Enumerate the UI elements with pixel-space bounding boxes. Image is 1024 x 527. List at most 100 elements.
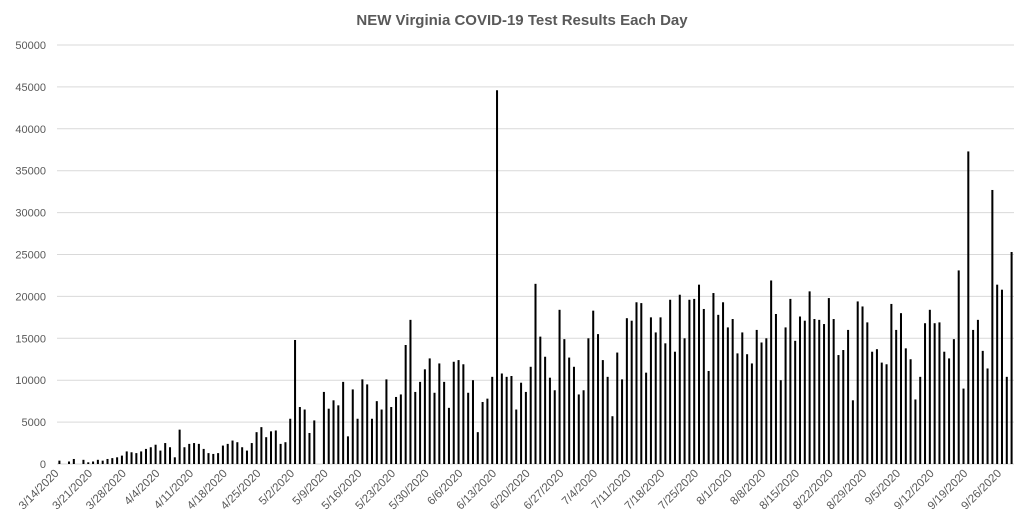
bar: [904, 348, 907, 464]
bar: [938, 322, 941, 464]
bar: [404, 345, 407, 464]
bar: [505, 376, 508, 464]
bar: [741, 332, 744, 464]
bar: [443, 381, 446, 464]
bar: [303, 409, 306, 464]
bar: [640, 303, 643, 464]
bar: [890, 303, 893, 464]
bar: [847, 329, 850, 464]
y-tick-label: 0: [40, 459, 46, 471]
bar: [491, 376, 494, 464]
bar: [673, 351, 676, 464]
bar: [471, 380, 474, 464]
bar: [284, 442, 287, 464]
bar: [948, 358, 951, 464]
bar: [851, 400, 854, 464]
bar: [592, 310, 595, 464]
y-tick-label: 45000: [15, 82, 46, 94]
bar: [260, 427, 263, 464]
bar: [726, 327, 729, 464]
bar: [385, 379, 388, 464]
bar: [630, 320, 633, 464]
bar: [395, 396, 398, 464]
bar: [68, 461, 71, 464]
bar: [991, 189, 994, 464]
y-tick-label: 30000: [15, 208, 46, 220]
bar: [524, 391, 527, 464]
bar: [423, 369, 426, 464]
bar: [96, 459, 99, 464]
bar: [308, 432, 311, 464]
bar: [856, 301, 859, 464]
bar: [496, 90, 499, 464]
bar: [221, 445, 224, 464]
bar: [298, 407, 301, 464]
bar: [842, 350, 845, 464]
y-tick-label: 10000: [15, 375, 46, 387]
y-tick-label: 5000: [22, 417, 46, 429]
bar: [101, 460, 104, 464]
bar: [515, 409, 518, 464]
bar: [534, 283, 537, 464]
bar: [438, 363, 441, 464]
bar: [279, 443, 282, 464]
bar: [885, 364, 888, 464]
bar: [789, 298, 792, 464]
bar: [914, 399, 917, 464]
bar: [322, 391, 325, 464]
bar: [765, 338, 768, 464]
bar: [755, 329, 758, 464]
bar: [82, 459, 85, 464]
bar: [226, 443, 229, 464]
bar: [649, 317, 652, 464]
bar: [462, 364, 465, 464]
bar: [688, 299, 691, 464]
bar: [452, 361, 455, 464]
bar: [616, 352, 619, 464]
bar: [919, 376, 922, 464]
bar: [356, 418, 359, 464]
bar: [654, 332, 657, 464]
bar: [447, 407, 450, 464]
bar: [645, 372, 648, 464]
bar: [327, 408, 330, 464]
bar: [476, 432, 479, 464]
bar: [924, 323, 927, 464]
y-axis-tick-labels: 0 5000 10000 15000 20000 25000 30000 35000 40000…: [15, 40, 46, 471]
bar: [957, 270, 960, 464]
bar: [871, 351, 874, 464]
bar: [370, 418, 373, 464]
bar: [731, 319, 734, 464]
bar: [981, 350, 984, 464]
bar: [361, 379, 364, 464]
bar: [818, 319, 821, 464]
bar: [419, 381, 422, 464]
bar: [770, 280, 773, 464]
bar: [784, 327, 787, 464]
bar: [587, 338, 590, 464]
bar: [659, 317, 662, 464]
bar: [1005, 376, 1008, 464]
bar: [899, 313, 902, 464]
bar: [962, 388, 965, 464]
bar: [717, 314, 720, 464]
bar: [337, 405, 340, 464]
bar: [861, 306, 864, 464]
bar: [611, 416, 614, 464]
bar: [698, 284, 701, 464]
bar: [269, 431, 273, 464]
bar: [933, 323, 936, 464]
y-tick-label: 50000: [15, 40, 46, 52]
bar: [678, 294, 681, 464]
bar: [144, 448, 147, 464]
bar: [669, 299, 672, 464]
bar: [72, 458, 75, 464]
bar: [265, 437, 268, 464]
bar: [289, 418, 292, 464]
bar: [106, 458, 109, 464]
bar: [510, 376, 513, 464]
bar: [313, 420, 316, 464]
bar: [635, 302, 638, 464]
bar: [866, 322, 869, 464]
